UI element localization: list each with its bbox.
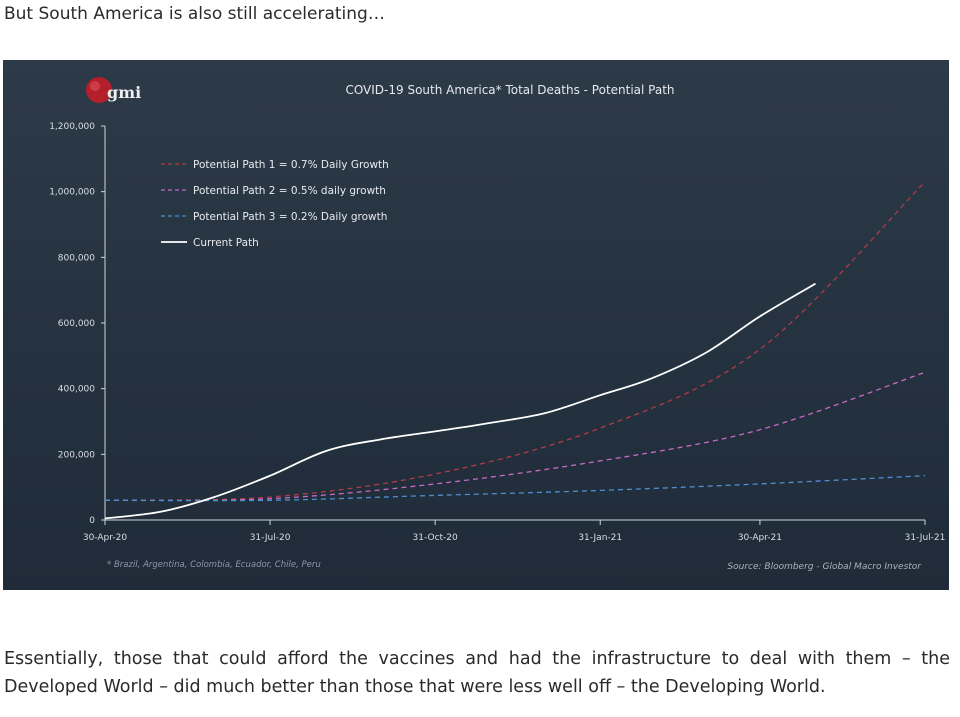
y-tick-label: 1,000,000 — [49, 188, 95, 198]
logo-globe-highlight — [90, 81, 100, 91]
legend: Potential Path 1 = 0.7% Daily Growth Pote… — [161, 159, 389, 249]
chart-panel: gmi COVID-19 South America* Total Deaths… — [3, 60, 949, 590]
x-axis: 30-Apr-20 31-Jul-20 31-Oct-20 31-Jan-21 30-A… — [83, 519, 946, 543]
series-layer — [104, 181, 926, 520]
legend-label-3: Potential Path 3 = 0.2% Daily growth — [193, 211, 387, 223]
x-tick-label: 30-Apr-21 — [738, 533, 782, 543]
chart-svg: gmi COVID-19 South America* Total Deaths… — [49, 77, 946, 572]
x-tick-label: 31-Jul-21 — [905, 533, 946, 543]
series-line-1 — [104, 181, 926, 501]
y-tick-label: 0 — [89, 516, 95, 526]
legend-label-4: Current Path — [193, 237, 259, 249]
series-line-3 — [104, 475, 926, 502]
chart-title: COVID-19 South America* Total Deaths - P… — [345, 83, 674, 97]
y-tick-label: 400,000 — [58, 385, 95, 395]
footnote: * Brazil, Argentina, Colombia, Ecuador, … — [107, 560, 321, 570]
x-tick-label: 31-Jan-21 — [578, 533, 622, 543]
intro-text: But South America is also still accelera… — [4, 4, 385, 24]
series-line-4 — [104, 282, 816, 520]
y-tick-label: 600,000 — [58, 319, 95, 329]
legend-label-2: Potential Path 2 = 0.5% daily growth — [193, 185, 386, 197]
gmi-logo: gmi — [86, 77, 141, 103]
outro-text: Essentially, those that could afford the… — [4, 649, 950, 697]
x-tick-label: 31-Jul-20 — [250, 533, 291, 543]
x-tick-label: 30-Apr-20 — [83, 533, 127, 543]
y-tick-label: 1,200,000 — [49, 122, 95, 132]
legend-label-1: Potential Path 1 = 0.7% Daily Growth — [193, 159, 389, 171]
series-line-2 — [104, 371, 926, 502]
y-tick-label: 200,000 — [58, 450, 95, 460]
source-note: Source: Bloomberg - Global Macro Investo… — [727, 562, 922, 572]
y-tick-label: 800,000 — [58, 253, 95, 263]
logo-text: gmi — [107, 83, 141, 102]
y-axis: 0 200,000 400,000 600,000 800,000 1,000,000 1,… — [49, 122, 106, 526]
x-tick-label: 31-Oct-20 — [413, 533, 458, 543]
